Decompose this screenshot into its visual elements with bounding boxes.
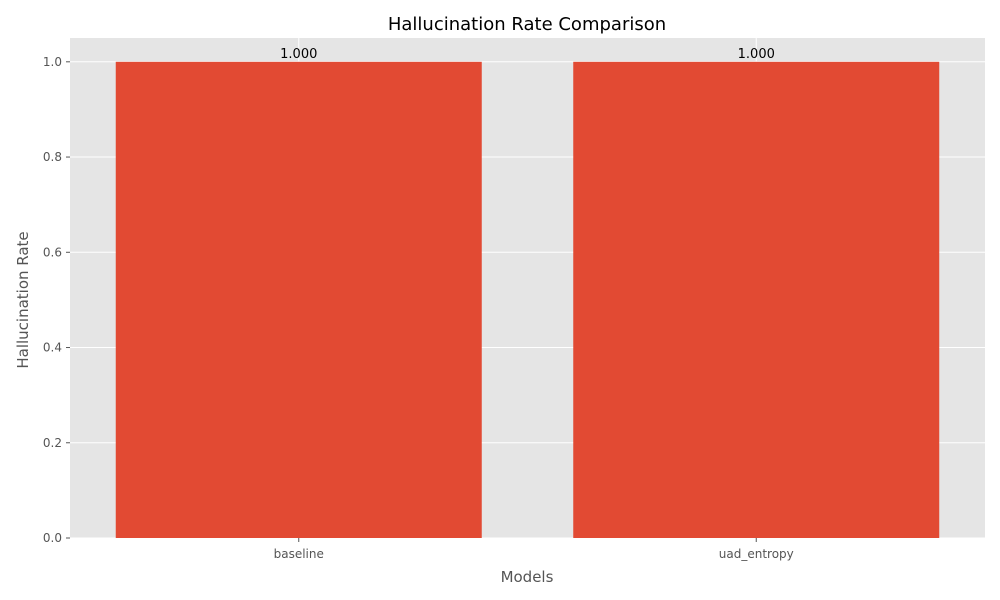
bar-value-labels: 1.000 1.000 <box>280 47 775 62</box>
chart-title: Hallucination Rate Comparison <box>388 14 666 35</box>
y-tick-label: 1.0 <box>43 55 62 69</box>
x-axis-label: Models <box>501 568 554 586</box>
bar-uad_entropy <box>573 61 940 539</box>
y-axis-label: Hallucination Rate <box>14 231 32 368</box>
bar-value-label: 1.000 <box>280 47 317 62</box>
x-axis-ticks: baseline uad_entropy <box>274 538 794 561</box>
y-axis-ticks: 0.0 0.2 0.4 0.6 0.8 1.0 <box>43 55 70 545</box>
bar-baseline <box>115 61 482 539</box>
y-tick-label: 0.6 <box>43 245 62 259</box>
y-tick-label: 0.0 <box>43 531 62 545</box>
y-tick-label: 0.4 <box>43 341 62 355</box>
bars <box>115 61 940 539</box>
x-tick-label: uad_entropy <box>719 547 794 561</box>
x-tick-label: baseline <box>274 547 324 561</box>
y-tick-label: 0.8 <box>43 150 62 164</box>
bar-value-label: 1.000 <box>738 47 775 62</box>
y-tick-label: 0.2 <box>43 436 62 450</box>
